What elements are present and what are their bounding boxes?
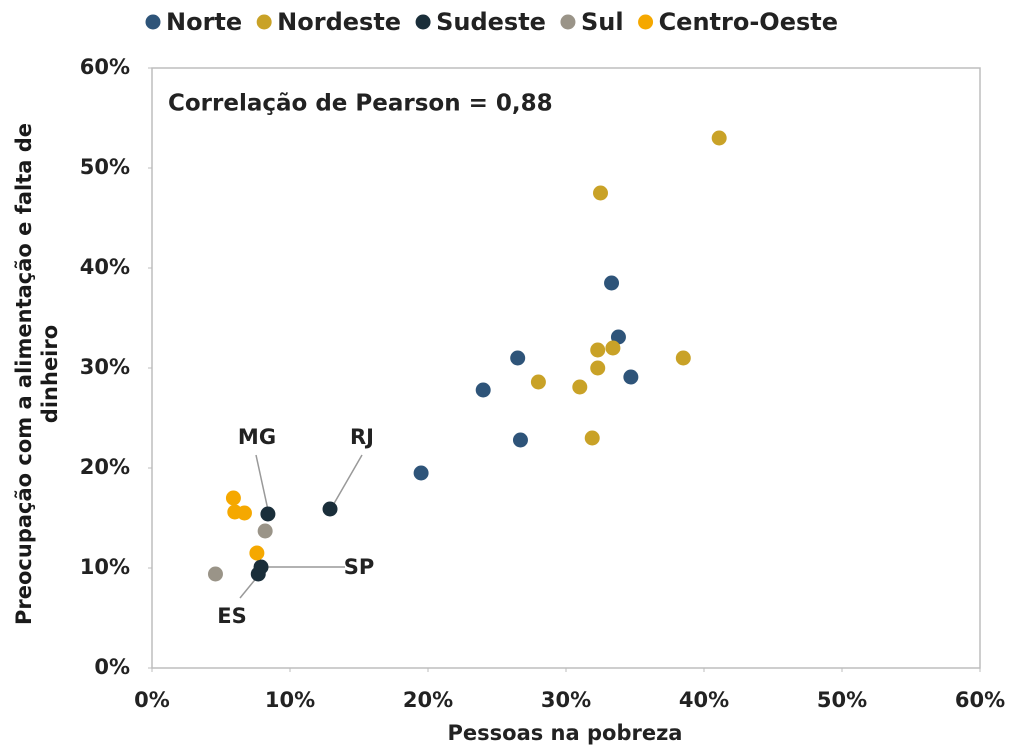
legend-label: Sul [581,8,624,36]
leader-line [331,454,363,508]
point [236,505,252,521]
point [413,465,429,481]
x-tick-label: 20% [403,688,453,712]
legend-swatch [638,14,654,30]
x-tick-label: 40% [679,688,729,712]
x-tick-label: 60% [955,688,1005,712]
point [604,275,620,291]
point [623,369,639,385]
legend-swatch [560,14,576,30]
x-tick-label: 50% [817,688,867,712]
y-axis-title: Preocupação com a alimentação e falta de… [12,123,62,625]
legend-swatch [145,14,161,30]
point [322,501,338,517]
y-tick-label: 60% [80,55,130,79]
legend-swatch [415,14,431,30]
point [475,382,491,398]
y-tick-label: 0% [94,655,130,679]
x-tick-label: 30% [541,688,591,712]
y-tick-label: 50% [80,155,130,179]
point [675,350,691,366]
point [711,130,727,146]
x-axis-title: Pessoas na pobreza [448,721,683,745]
annotation: Correlação de Pearson = 0,88 [168,91,553,117]
point [605,340,621,356]
point [225,490,241,506]
y-tick-label: 40% [80,255,130,279]
legend-label: Centro-Oeste [659,8,838,36]
annotation: ES [217,604,246,628]
point [260,506,276,522]
point [257,523,273,539]
annotation: RJ [350,425,374,449]
legend-label: Nordeste [277,8,401,36]
y-tick-label: 20% [80,455,130,479]
point [249,545,265,561]
x-tick-label: 10% [265,688,315,712]
point [590,342,606,358]
point [584,430,600,446]
point [572,379,588,395]
legend-label: Sudeste [436,8,546,36]
point [250,566,266,582]
point [530,374,546,390]
legend-label: Norte [166,8,242,36]
point [512,432,528,448]
point [510,350,526,366]
plot-frame [151,67,981,669]
point [207,566,223,582]
annotation: SP [344,555,375,579]
annotation: MG [238,425,276,449]
x-tick-label: 0% [134,688,170,712]
point [593,185,608,201]
legend-swatch [256,14,272,30]
leader-line [255,454,269,511]
point [590,360,606,376]
y-tick-label: 10% [80,555,130,579]
y-tick-label: 30% [80,355,130,379]
